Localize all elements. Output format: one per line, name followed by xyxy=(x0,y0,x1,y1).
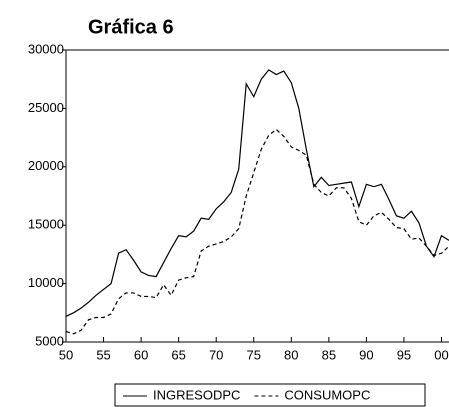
data-line xyxy=(65,128,449,335)
data-line xyxy=(65,69,449,317)
legend-label: CONSUMOPC xyxy=(284,387,370,402)
x-tick-label: 65 xyxy=(171,347,185,362)
x-tick-label: 00 xyxy=(434,347,448,362)
chart-title: Gráfica 6 xyxy=(88,16,174,38)
x-tick-label: 90 xyxy=(359,347,373,362)
y-tick-label: 5000 xyxy=(35,333,64,348)
y-tick-label: 15000 xyxy=(28,217,64,232)
x-tick-label: 85 xyxy=(322,347,336,362)
x-tick-label: 95 xyxy=(397,347,411,362)
x-tick-label: 50 xyxy=(59,347,73,362)
y-tick-label: 10000 xyxy=(28,275,64,290)
y-tick-label: 25000 xyxy=(28,100,64,115)
x-tick-label: 60 xyxy=(134,347,148,362)
y-tick-label: 20000 xyxy=(28,158,64,173)
x-tick-label: 55 xyxy=(96,347,110,362)
legend-label: INGRESODPC xyxy=(153,387,240,402)
x-tick-label: 80 xyxy=(284,347,298,362)
x-tick-label: 70 xyxy=(209,347,223,362)
x-tick-label: 75 xyxy=(247,347,261,362)
legend-box xyxy=(114,383,426,407)
y-tick-label: 30000 xyxy=(28,41,64,56)
